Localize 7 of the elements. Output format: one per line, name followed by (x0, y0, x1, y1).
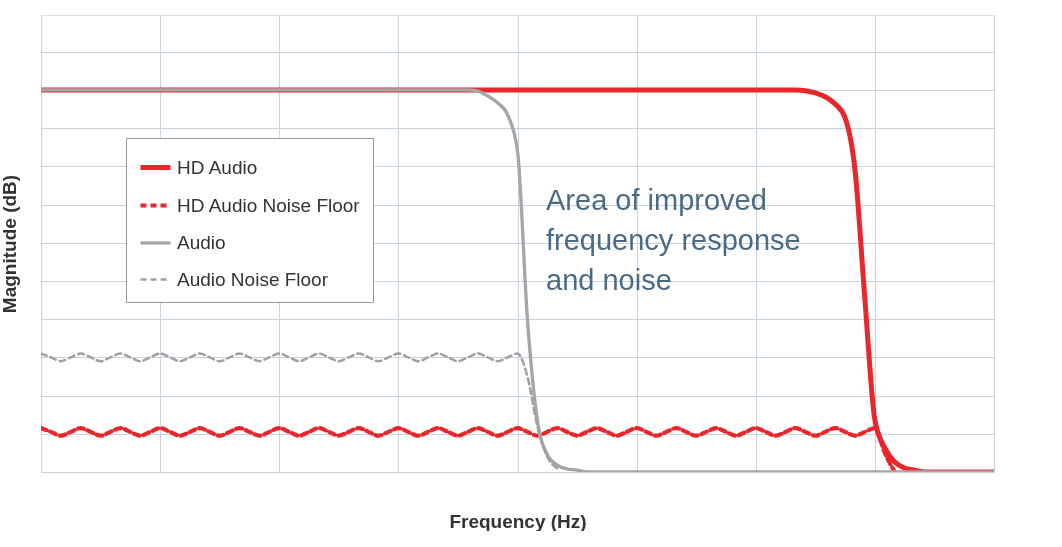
y-axis-title: Magnitude (dB) (0, 174, 20, 314)
legend-label: Audio (177, 232, 226, 253)
legend-label: Audio Noise Floor (177, 268, 329, 290)
annotation: Area of improved frequency response and noise (546, 184, 801, 296)
x-axis-title: Frequency (Hz) (449, 510, 587, 532)
legend-label: HD Audio (177, 156, 258, 178)
legend-label: HD Audio Noise Floor (177, 194, 361, 216)
